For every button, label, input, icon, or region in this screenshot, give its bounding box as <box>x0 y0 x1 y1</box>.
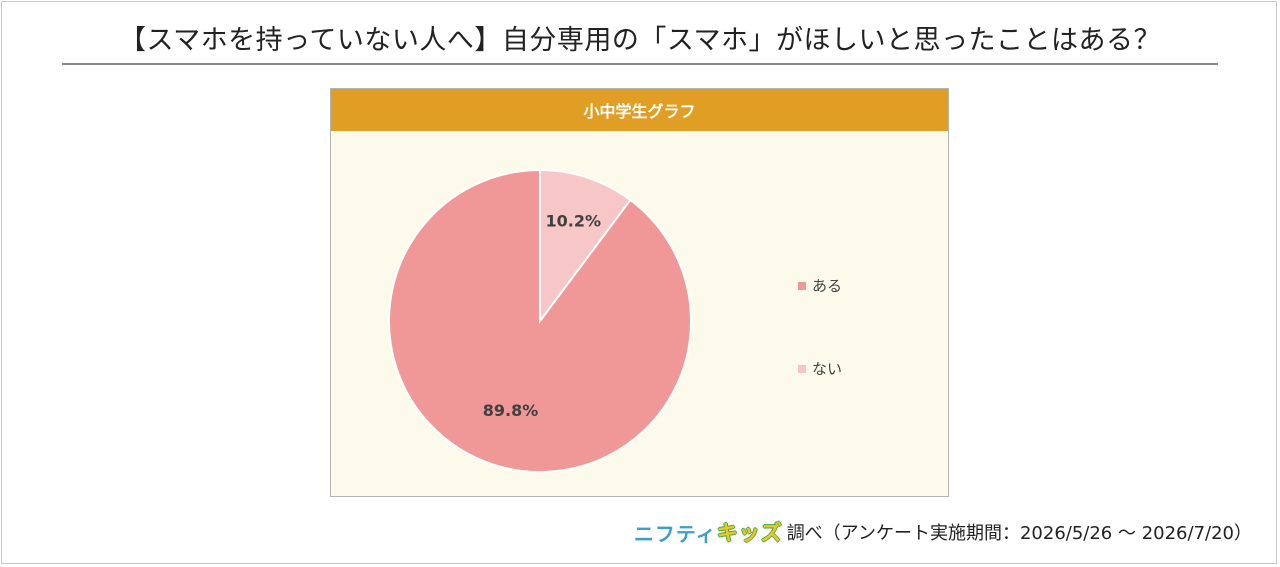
legend-swatch-aru <box>798 281 806 290</box>
legend-item-nai: ない <box>798 358 842 379</box>
legend-swatch-nai <box>798 364 806 373</box>
footer-credit: ニフティ キッズ 調べ（アンケート実施期間：2026/5/26 ～ 2026/7… <box>634 517 1252 547</box>
legend-item-aru: ある <box>798 275 842 296</box>
pie-chart: 89.8% 10.2% <box>388 168 692 473</box>
slice-nai <box>539 168 632 325</box>
brand-logo: ニフティ キッズ <box>634 517 783 547</box>
legend-label-aru: ある <box>812 277 843 295</box>
slice-nai-label: 10.2% <box>546 212 602 231</box>
page-title: 【スマホを持っていない人へ】自分専用の「スマホ」がほしいと思ったことはある？ <box>118 25 1162 56</box>
title-divider <box>62 63 1218 65</box>
brand-logo-part2: キッズ <box>716 521 783 545</box>
chart-title: 小中学生グラフ <box>331 89 948 131</box>
slice-aru-label: 89.8% <box>483 401 539 420</box>
survey-note: 調べ（アンケート実施期間：2026/5/26 ～ 2026/7/20） <box>786 523 1252 544</box>
brand-logo-part1: ニフティ <box>633 521 717 546</box>
legend-label-nai: ない <box>812 360 843 378</box>
chart-panel: 小中学生グラフ 89.8% 10.2% ある ない <box>330 88 949 497</box>
